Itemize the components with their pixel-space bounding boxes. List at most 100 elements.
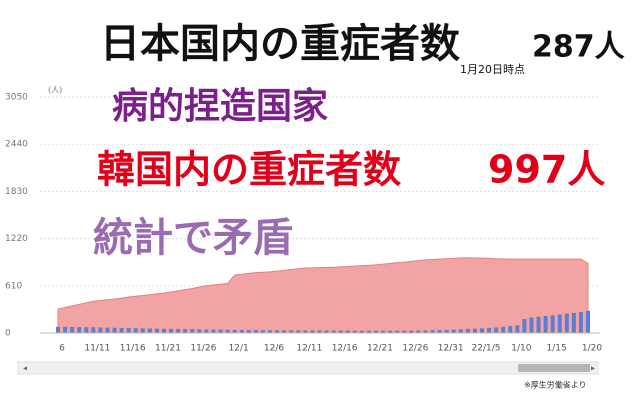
bar xyxy=(169,328,174,333)
bar xyxy=(487,327,492,333)
bar xyxy=(211,329,216,333)
x-tick-label: 1/15 xyxy=(547,344,567,354)
bar xyxy=(260,330,265,333)
x-tick-label: 12/21 xyxy=(367,344,393,354)
bar xyxy=(190,329,195,333)
x-tick-label: 12/16 xyxy=(332,344,358,354)
bar xyxy=(515,325,520,333)
bar xyxy=(352,330,357,333)
bar xyxy=(359,330,364,333)
bar xyxy=(402,330,407,333)
bar xyxy=(176,328,181,333)
y-tick-label: 610 xyxy=(5,281,22,291)
bar xyxy=(239,329,244,333)
bar xyxy=(388,330,393,333)
bar xyxy=(112,327,117,333)
bar xyxy=(338,330,343,333)
bar xyxy=(465,328,470,333)
bar xyxy=(416,330,421,333)
x-tick-label: 22/1/5 xyxy=(472,344,501,354)
x-tick-label: 12/26 xyxy=(402,344,428,354)
bar xyxy=(578,312,583,333)
bar xyxy=(310,330,315,333)
bar xyxy=(324,330,329,333)
bar xyxy=(162,328,166,333)
bar xyxy=(423,330,428,333)
bar xyxy=(536,316,541,333)
headline-value: 287人 xyxy=(532,30,625,65)
bar xyxy=(56,326,60,333)
scrollbar[interactable] xyxy=(17,361,599,375)
bar xyxy=(557,314,562,333)
bar xyxy=(501,326,506,333)
bar xyxy=(268,330,272,333)
scroll-right[interactable]: ▸ xyxy=(591,364,595,373)
bar xyxy=(529,317,534,333)
x-tick-label: 12/31 xyxy=(438,344,464,354)
annotation: 統計で矛盾 xyxy=(93,215,293,261)
scroll-left[interactable]: ◂ xyxy=(23,364,27,373)
bar xyxy=(225,329,230,333)
bar xyxy=(289,330,294,333)
bar xyxy=(430,330,435,333)
bar xyxy=(564,313,569,333)
chart-title: 日本国内の重症者数 xyxy=(100,21,460,67)
x-tick-label: 11/26 xyxy=(190,344,216,354)
bar xyxy=(508,326,513,333)
y-tick-label: 3050 xyxy=(5,93,28,103)
bar xyxy=(126,328,131,333)
x-tick-label: 11/21 xyxy=(155,344,181,354)
bar xyxy=(472,328,477,333)
source: ※厚生労働省より xyxy=(524,380,587,390)
bar xyxy=(246,330,251,333)
annotation: 韓国内の重症者数 xyxy=(97,148,401,192)
area xyxy=(57,257,589,334)
bar xyxy=(458,329,463,333)
bar xyxy=(586,310,590,333)
bar xyxy=(183,329,188,333)
x-tick-label: 6 xyxy=(59,344,65,354)
y-tick-label: 2440 xyxy=(5,140,28,150)
bar xyxy=(63,326,68,333)
bar xyxy=(303,330,308,333)
bar xyxy=(494,327,499,333)
bar xyxy=(395,330,400,333)
bar xyxy=(147,328,152,333)
x-tick-label: 11/16 xyxy=(120,344,146,354)
bar xyxy=(154,328,159,333)
bar xyxy=(409,330,414,333)
x-tick-label: 1/10 xyxy=(511,344,531,354)
bar xyxy=(550,315,555,333)
bar xyxy=(451,329,456,333)
bar xyxy=(296,330,301,333)
bar xyxy=(91,327,96,333)
scrollbar-thumb[interactable] xyxy=(518,364,590,372)
y-tick-label: 1220 xyxy=(5,234,28,244)
bar xyxy=(282,330,287,333)
bar xyxy=(437,330,442,333)
bar xyxy=(232,329,237,333)
bar xyxy=(197,329,202,333)
bar xyxy=(317,330,322,333)
x-tick-label: 1/20 xyxy=(582,344,602,354)
bar xyxy=(105,327,110,333)
bar xyxy=(366,330,371,333)
bar xyxy=(381,330,386,333)
bar xyxy=(119,327,124,333)
x-tick-label: 12/6 xyxy=(264,344,284,354)
y-tick-label: 0 xyxy=(5,329,11,339)
y-tick-label: 1830 xyxy=(5,187,28,197)
x-tick-label: 12/11 xyxy=(296,344,322,354)
subtitle: 1月20日時点 xyxy=(460,63,525,76)
bar xyxy=(253,330,258,333)
bar xyxy=(571,312,576,333)
bar xyxy=(522,319,527,333)
bar xyxy=(374,330,378,333)
bar xyxy=(133,328,138,333)
annotation: 病的捏造国家 xyxy=(112,86,328,127)
bar xyxy=(140,328,145,333)
bar xyxy=(331,330,336,333)
bar xyxy=(84,327,89,333)
bar xyxy=(218,329,223,333)
